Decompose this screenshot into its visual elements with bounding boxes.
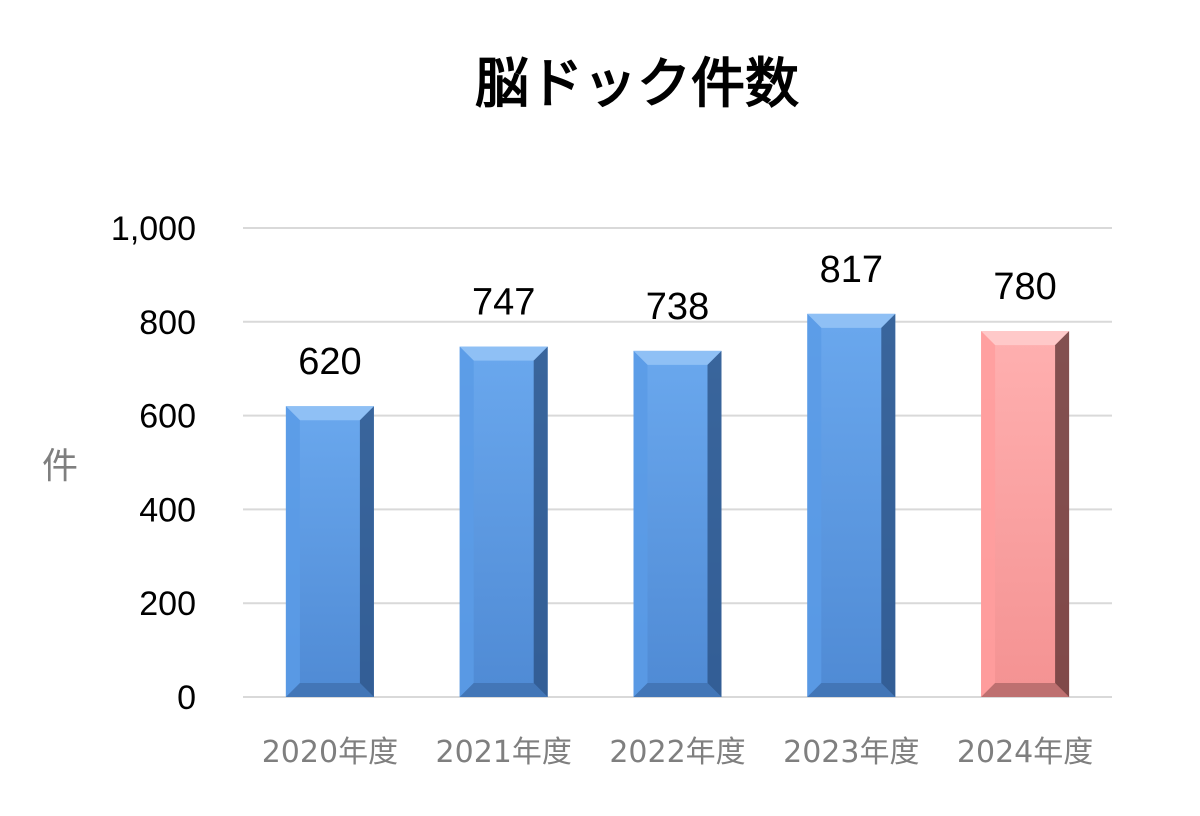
bar-bevel-right [1055, 331, 1070, 697]
bar-bevel-left [807, 313, 822, 697]
bar-body [285, 406, 374, 697]
chart-title: 脳ドック件数 [475, 52, 799, 115]
bar [807, 313, 896, 697]
bar-bevel-left [981, 331, 996, 697]
bar-bevel-top [459, 346, 548, 361]
data-label: 747 [472, 282, 535, 324]
y-tick-label: 1,000 [111, 210, 196, 248]
bar-bevel-bottom [807, 683, 896, 697]
bar-bevel-top [633, 350, 722, 365]
y-tick-label: 600 [139, 398, 196, 436]
y-tick-label: 0 [177, 679, 196, 717]
x-tick-label: 2024年度 [957, 735, 1093, 770]
bar-bevel-right [881, 313, 896, 697]
bar [285, 406, 374, 697]
x-tick-label: 2021年度 [436, 735, 572, 770]
bar [981, 331, 1070, 697]
data-label: 817 [820, 249, 883, 291]
data-label: 780 [993, 266, 1056, 308]
bar-bevel-bottom [285, 683, 374, 697]
bars [285, 313, 1070, 697]
bar [459, 346, 548, 697]
bar-bevel-right [533, 346, 548, 697]
bar-bevel-top [981, 331, 1070, 346]
bar-bevel-right [359, 406, 374, 697]
y-tick-label: 800 [139, 304, 196, 342]
y-tick-label: 400 [139, 491, 196, 529]
y-tick-label: 200 [139, 585, 196, 623]
data-label: 620 [298, 341, 361, 383]
bar-bevel-bottom [633, 683, 722, 697]
bar-bevel-bottom [459, 683, 548, 697]
x-axis-ticks: 2020年度 2021年度 2022年度 2023年度 2024年度 [262, 735, 1094, 770]
x-tick-label: 2022年度 [609, 735, 745, 770]
bar-body [807, 313, 896, 697]
bar-bevel-top [807, 313, 896, 328]
y-axis-label: 件 [42, 446, 78, 487]
data-labels: 620 747 738 817 780 [298, 249, 1057, 383]
bar-body [981, 331, 1070, 697]
bar-body [459, 346, 548, 697]
bar [633, 350, 722, 697]
bar-bevel-left [633, 350, 648, 697]
x-tick-label: 2023年度 [783, 735, 919, 770]
bar-bevel-left [285, 406, 300, 697]
bar-bevel-bottom [981, 683, 1070, 697]
y-axis-ticks: 0 200 400 600 800 1,000 [111, 210, 196, 717]
bar-bevel-right [707, 350, 722, 697]
bar-bevel-left [459, 346, 474, 697]
bar-body [633, 350, 722, 697]
data-label: 738 [646, 286, 709, 328]
bar-bevel-top [285, 406, 374, 421]
x-tick-label: 2020年度 [262, 735, 398, 770]
